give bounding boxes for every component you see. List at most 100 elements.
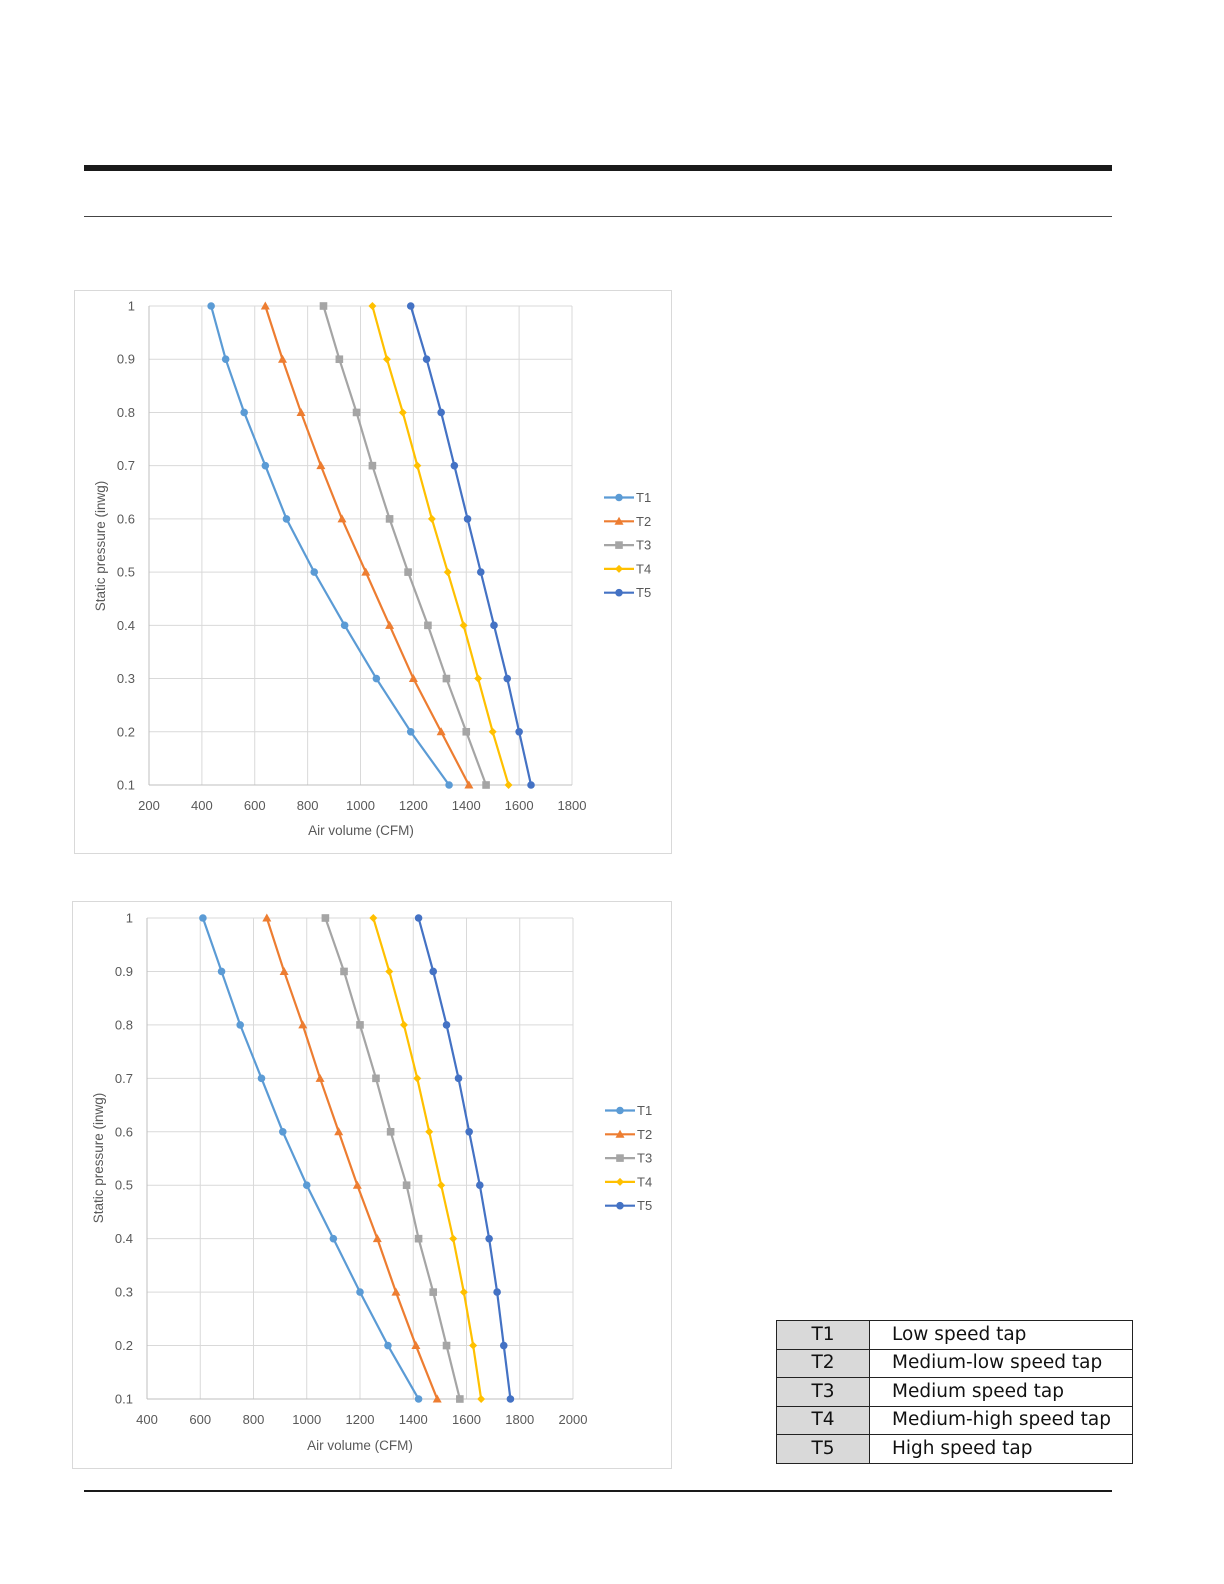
y-tick-label: 1 [126,911,133,926]
tap-code: T4 [776,1405,870,1436]
tap-code: T2 [776,1348,870,1379]
data-point-t5 [442,1021,451,1029]
x-tick-label: 1400 [452,798,481,813]
data-point-t1 [302,1181,311,1190]
data-point-t3 [456,1395,464,1403]
data-point-t3 [356,1021,364,1029]
data-point-t2 [385,620,395,629]
data-point-t5 [476,568,485,576]
data-point-t3 [402,1181,411,1190]
legend-marker-t3 [615,541,623,549]
data-point-t4 [437,1181,446,1190]
data-point-t1 [384,1341,392,1350]
data-point-t1 [329,1234,338,1243]
legend-marker-t1 [615,493,623,502]
data-point-t1 [282,515,291,523]
data-point-t5 [422,355,431,364]
data-point-t1 [372,674,381,683]
x-tick-label: 1200 [346,1412,375,1427]
data-point-t2 [432,1394,442,1403]
chart-1-x-ticks: 200 400 600 800 1000 1200 1400 1600 1800 [138,798,586,813]
chart-2-y-axis-label: Static pressure (inwg) [91,1093,106,1224]
data-point-t3 [442,674,451,683]
data-point-t1 [414,1395,423,1403]
data-point-t1 [221,355,230,364]
table-row: T5 High speed tap [776,1434,1133,1464]
x-tick-label: 400 [191,798,213,813]
x-tick-label: 1200 [399,798,428,813]
legend-marker-t5 [616,1201,624,1210]
header-rule-thin [84,216,1112,217]
data-point-t3 [404,568,412,576]
x-tick-label: 600 [189,1412,211,1427]
data-point-t4 [443,568,452,577]
data-point-t5 [493,1288,501,1296]
data-point-t1 [236,1021,244,1029]
x-tick-label: 1600 [452,1412,481,1427]
data-point-t2 [316,461,326,470]
data-point-t2 [408,674,418,683]
data-point-t4 [459,621,468,630]
data-point-t5 [485,1234,493,1243]
data-point-t1 [445,781,453,789]
data-point-t5 [506,1395,515,1403]
legend-marker-t2 [614,516,624,525]
data-point-t2 [411,1341,421,1350]
y-tick-label: 0.7 [117,458,135,473]
legend-marker-t2 [615,1129,625,1138]
data-point-t4 [474,674,483,683]
data-point-t3 [482,781,490,789]
data-point-t2 [260,301,270,310]
data-point-t5 [450,461,459,470]
y-tick-label: 0.9 [117,352,135,367]
data-point-t3 [352,408,361,417]
legend-label-t3: T3 [636,538,651,553]
data-point-t5 [465,1127,473,1136]
data-point-t5 [499,1341,508,1350]
data-point-t4 [427,514,436,523]
data-point-t4 [399,1020,408,1029]
data-point-t3 [321,914,330,922]
legend-label-t2: T2 [637,1127,652,1142]
data-point-t2 [361,567,371,576]
x-tick-label: 200 [138,798,160,813]
data-point-t4 [459,1288,468,1297]
y-tick-label: 0.9 [115,964,133,979]
data-point-t4 [488,727,497,736]
data-point-t2 [278,354,288,363]
series-line-t4 [371,305,510,786]
header-rule-thick [84,165,1112,171]
chart-2-grid [146,917,574,1400]
legend-marker-t1 [616,1106,624,1115]
data-point-t1 [240,408,248,417]
data-point-t5 [490,621,498,630]
chart-2-x-ticks: 400 600 800 1000 1200 1400 1600 1800 2000 [136,1412,587,1427]
data-point-t1 [261,461,270,470]
data-point-t2 [391,1287,401,1296]
series-line-t1 [210,305,450,786]
x-tick-label: 1800 [505,1412,534,1427]
y-tick-label: 0.8 [117,405,135,420]
data-point-t5 [406,302,415,310]
legend-marker-t4 [615,564,623,573]
series-line-t3 [324,917,461,1400]
data-point-t4 [504,781,513,789]
tap-code: T3 [776,1377,870,1407]
data-point-t3 [368,461,377,470]
data-point-t4 [369,914,378,922]
tap-description: High speed tap [869,1434,1133,1464]
legend-label-t3: T3 [637,1151,652,1166]
footer-rule [84,1490,1112,1492]
data-point-t2 [372,1234,382,1243]
y-tick-label: 0.8 [115,1017,133,1032]
chart-2-svg: 0.1 0.2 0.3 0.4 0.5 0.6 0.7 0.8 0.9 1 400 600 800 10… [91,911,652,1454]
y-tick-label: 0.6 [117,511,135,526]
legend-label-t4: T4 [637,1174,652,1189]
data-point-t2 [279,966,289,975]
data-point-t3 [429,1288,438,1296]
data-point-t5 [437,408,445,417]
chart-1-svg: 0.1 0.2 0.3 0.4 0.5 0.6 0.7 0.8 0.9 1 200 400 600 80… [93,299,651,839]
fan-curve-chart-2: 0.1 0.2 0.3 0.4 0.5 0.6 0.7 0.8 0.9 1 400 600 800 10… [72,901,672,1469]
chart-1-y-axis-label: Static pressure (inwg) [93,481,108,612]
data-point-t5 [429,967,438,976]
